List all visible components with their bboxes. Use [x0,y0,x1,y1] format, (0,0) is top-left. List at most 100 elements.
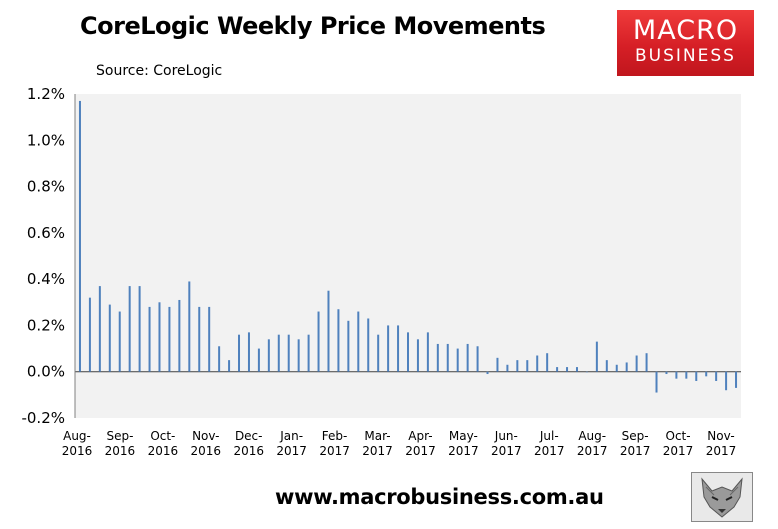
bar [605,360,608,372]
bar [168,306,171,372]
macrobusiness-logo: MACRO BUSINESS [617,10,754,76]
x-tick-year: 2017 [491,444,522,458]
bar [466,343,469,372]
x-tick-label: Jun-2017 [491,429,522,458]
bar [675,371,678,379]
bars-group [78,100,738,393]
bar [645,353,648,372]
bar [118,311,121,372]
x-tick-year: 2016 [191,444,222,458]
x-tick-year: 2017 [448,444,479,458]
bar [715,371,718,381]
x-tick-label: Nov-2016 [191,429,222,458]
x-tick-year: 2017 [577,444,608,458]
x-tick-label: Nov-2017 [706,429,737,458]
bar [695,371,698,381]
y-tick-label: 0.4% [27,270,65,288]
bar [556,367,559,372]
x-tick-label: Dec-2016 [233,429,264,458]
bar [277,334,280,372]
bar [158,302,161,372]
bar [138,286,141,372]
x-tick-month: Nov- [192,429,219,443]
footer-url: www.macrobusiness.com.au [275,485,604,509]
x-tick-label: Aug-2016 [62,429,93,458]
x-tick-year: 2016 [105,444,136,458]
x-axis: Aug-2016Sep-2016Oct-2016Nov-2016Dec-2016… [62,429,737,458]
x-tick-month: Jan- [279,429,303,443]
y-tick-label: 0.2% [27,316,65,334]
bar [585,371,588,373]
bar [88,297,91,372]
x-tick-year: 2017 [620,444,651,458]
bar [436,343,439,372]
chart-source: Source: CoreLogic [96,63,223,79]
x-tick-month: Mar- [364,429,390,443]
y-axis: -0.2% 0.0% 0.2% 0.4% 0.6% 0.8% 1.0% 1.2% [21,85,65,427]
x-tick-month: Sep- [622,429,649,443]
bar [257,348,260,372]
bar [317,311,320,372]
y-tick-label: 1.2% [27,85,65,103]
bar [267,339,270,372]
x-tick-year: 2017 [276,444,307,458]
bar [725,371,728,391]
bar [337,309,340,372]
x-tick-month: Aug- [63,429,91,443]
x-tick-year: 2017 [362,444,393,458]
bar [178,299,181,372]
bar [347,320,350,372]
bar [108,304,111,372]
bar [397,325,400,372]
bar [655,371,658,393]
x-tick-year: 2017 [663,444,694,458]
x-tick-year: 2017 [706,444,737,458]
x-tick-month: Sep- [106,429,133,443]
bar [546,353,549,372]
x-tick-month: Aug- [578,429,606,443]
bar [218,346,221,372]
x-tick-label: Sep-2017 [620,429,651,458]
x-tick-month: Jul- [539,429,559,443]
x-tick-label: Jan-2017 [276,429,307,458]
x-tick-month: Dec- [235,429,263,443]
bar [198,306,201,372]
x-tick-month: Oct- [666,429,691,443]
bar [635,355,638,372]
x-tick-label: Mar-2017 [362,429,393,458]
bar [625,362,628,372]
bar [297,339,300,372]
bar [367,318,370,372]
bar [387,325,390,372]
x-tick-label: Sep-2016 [105,429,136,458]
bar [595,341,598,372]
x-tick-year: 2016 [62,444,93,458]
x-tick-label: Oct-2017 [663,429,694,458]
bar [496,357,499,372]
x-tick-month: Apr- [408,429,432,443]
bar [327,290,330,372]
bar [128,286,131,372]
x-tick-year: 2016 [148,444,179,458]
chart-title: CoreLogic Weekly Price Movements [80,12,546,40]
x-tick-label: Oct-2016 [148,429,179,458]
bar [705,371,708,377]
y-tick-label: 0.0% [27,363,65,381]
logo-line-2: BUSINESS [635,46,736,66]
x-tick-month: May- [449,429,478,443]
x-tick-label: Jul-2017 [534,429,565,458]
bar [416,339,419,372]
bar [377,334,380,372]
bar [407,332,409,372]
y-tick-label: -0.2% [21,409,65,427]
x-tick-month: Nov- [707,429,734,443]
wolf-head-icon [691,472,753,522]
bar [78,100,81,372]
bar [98,286,101,372]
bar [247,332,250,372]
x-tick-year: 2017 [405,444,436,458]
bar [307,334,310,372]
logo-line-1: MACRO [632,15,739,46]
x-tick-month: Jun- [494,429,518,443]
